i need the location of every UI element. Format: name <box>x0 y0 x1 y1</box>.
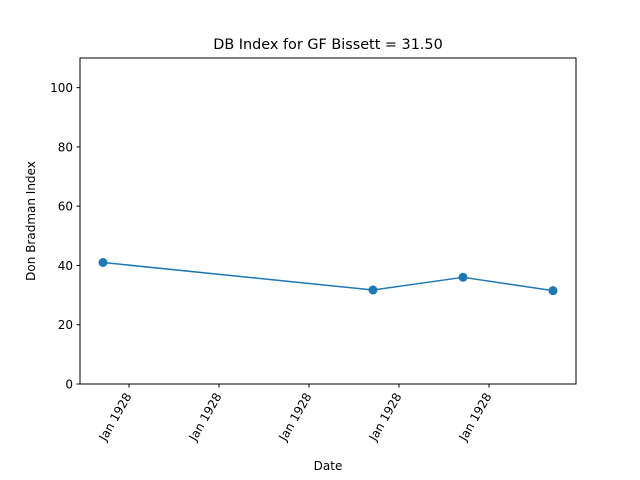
chart-title: DB Index for GF Bissett = 31.50 <box>213 37 443 53</box>
y-tick-label: 20 <box>58 318 73 332</box>
y-axis-label: Don Bradman Index <box>24 161 38 281</box>
data-point <box>368 285 378 295</box>
y-axis-ticks: 0 20 40 60 80 100 <box>50 81 80 392</box>
y-tick-label: 100 <box>50 81 73 95</box>
series-line <box>102 261 554 292</box>
data-point <box>548 286 558 296</box>
data-point <box>98 257 108 267</box>
x-axis-label: Date <box>314 459 343 473</box>
y-tick-label: 80 <box>58 140 73 154</box>
series-layer <box>98 257 558 296</box>
y-tick-label: 60 <box>58 200 73 214</box>
y-tick-label: 0 <box>65 378 73 392</box>
y-tick-label: 40 <box>58 259 73 273</box>
plot-frame <box>79 57 577 385</box>
data-point <box>458 272 468 282</box>
